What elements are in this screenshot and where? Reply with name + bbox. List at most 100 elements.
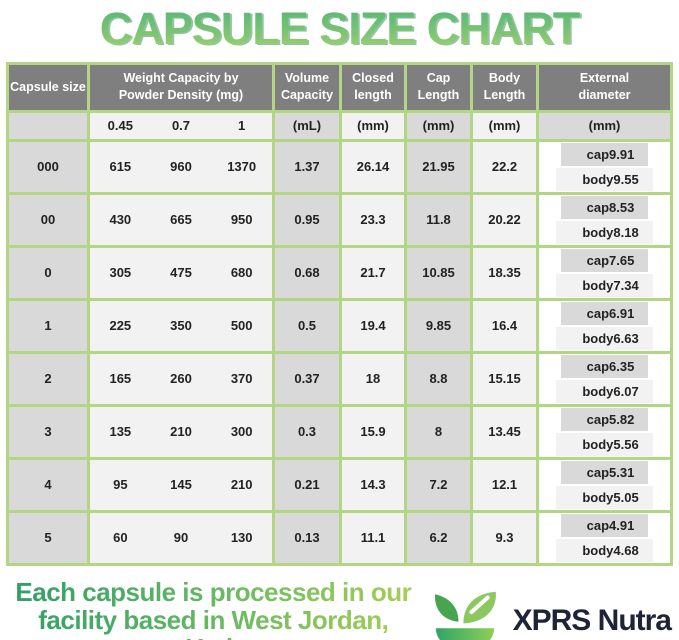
- table-row: 2 165 260 370 0.37 18 8.8 15.15 cap 6.35…: [9, 353, 670, 404]
- volume-value: 0.37: [275, 353, 339, 404]
- closed-length-value: 18: [342, 353, 404, 404]
- cap-label: cap: [586, 252, 610, 268]
- cap-label: cap: [586, 464, 610, 480]
- units-body: (mm): [473, 112, 536, 139]
- external-body-row: body 8.18: [556, 220, 653, 244]
- external-cap-value: 4.91: [609, 517, 635, 533]
- capsule-size-value: 000: [9, 141, 87, 192]
- header-weight-line1: Weight Capacity by: [123, 70, 239, 85]
- brand-logo-group: XPRS Nutra: [423, 591, 672, 640]
- bowl-icon: [435, 627, 494, 640]
- external-body-value: 5.56: [613, 436, 639, 452]
- weight-value: 210: [170, 424, 192, 440]
- external-diameter-cell: cap 5.82 body 5.56: [539, 406, 670, 457]
- header-external-diameter: External diameter: [539, 64, 670, 110]
- units-capsule-size-empty: [9, 112, 87, 139]
- density-value: 0.7: [171, 118, 191, 134]
- weight-value: 950: [230, 212, 253, 228]
- footer: Each capsule is processed in our facilit…: [0, 578, 679, 640]
- external-cap-value: 5.82: [609, 411, 635, 427]
- volume-value: 0.13: [275, 512, 339, 563]
- units-volume: (mL): [275, 112, 339, 139]
- external-body-value: 8.18: [613, 224, 639, 240]
- body-label: body: [582, 489, 614, 505]
- capsule-size-value: 5: [9, 512, 87, 563]
- closed-length-value: 23.3: [342, 194, 404, 245]
- weight-value: 1370: [227, 159, 257, 175]
- header-body-line1: Body: [488, 70, 521, 85]
- external-cap-row: cap 4.91: [560, 513, 649, 537]
- capsule-size-value: 3: [9, 406, 87, 457]
- weight-value: 475: [170, 265, 192, 281]
- body-label: body: [582, 436, 614, 452]
- weight-value: 680: [230, 265, 253, 281]
- body-label: body: [582, 224, 614, 240]
- weight-value: 500: [230, 318, 253, 334]
- header-body-length: Body Length: [473, 64, 536, 110]
- external-body-value: 7.34: [613, 277, 639, 293]
- weight-value: 615: [109, 159, 132, 175]
- external-body-value: 5.05: [613, 489, 639, 505]
- external-cap-row: cap 6.91: [560, 301, 649, 325]
- density-value: 1: [238, 118, 246, 134]
- cap-length-value: 21.95: [407, 141, 470, 192]
- weight-capacity-values: 615 960 1370: [90, 141, 272, 192]
- external-cap-row: cap 7.65: [560, 248, 649, 272]
- external-cap-value: 6.91: [609, 305, 635, 321]
- weight-capacity-values: 305 475 680: [90, 247, 272, 298]
- closed-length-value: 19.4: [342, 300, 404, 351]
- weight-value: 210: [230, 477, 253, 493]
- external-cap-row: cap 5.82: [560, 407, 649, 431]
- cap-length-value: 6.2: [407, 512, 470, 563]
- weight-capacity-values: 225 350 500: [90, 300, 272, 351]
- body-label: body: [582, 330, 614, 346]
- weight-value: 960: [170, 159, 192, 175]
- footer-note: Each capsule is processed in our facilit…: [8, 578, 419, 640]
- external-cap-value: 9.91: [609, 146, 635, 162]
- cap-length-value: 9.85: [407, 300, 470, 351]
- capsule-size-value: 2: [9, 353, 87, 404]
- body-length-value: 15.15: [473, 353, 536, 404]
- cap-length-value: 8: [407, 406, 470, 457]
- cap-label: cap: [586, 305, 610, 321]
- header-weight-capacity: Weight Capacity by Powder Density (mg): [90, 64, 272, 110]
- units-cap: (mm): [407, 112, 470, 139]
- weight-capacity-values: 135 210 300: [90, 406, 272, 457]
- header-external-line1: External: [579, 70, 630, 85]
- external-body-row: body 5.05: [556, 485, 653, 509]
- weight-value: 95: [113, 477, 128, 493]
- weight-value: 60: [113, 530, 128, 546]
- capsule-size-value: 1: [9, 300, 87, 351]
- weight-value: 145: [170, 477, 192, 493]
- leaf-icon: [434, 593, 459, 622]
- table-units-row: 0.45 0.7 1 (mL) (mm) (mm) (mm) (mm): [9, 112, 670, 139]
- header-external-line2: diameter: [578, 88, 631, 103]
- external-cap-value: 7.65: [609, 252, 635, 268]
- external-diameter-cell: cap 8.53 body 8.18: [539, 194, 670, 245]
- external-cap-row: cap 9.91: [560, 142, 649, 166]
- table-row: 0 305 475 680 0.68 21.7 10.85 18.35 cap …: [9, 247, 670, 298]
- header-capsule-size: Capsule size: [9, 64, 87, 110]
- weight-value: 300: [230, 424, 253, 440]
- external-diameter-cell: cap 5.31 body 5.05: [539, 459, 670, 510]
- external-cap-row: cap 6.35: [560, 354, 649, 378]
- header-volume-line2: Capacity: [280, 88, 334, 103]
- body-label: body: [582, 171, 614, 187]
- cap-label: cap: [586, 517, 610, 533]
- weight-value: 305: [109, 265, 132, 281]
- weight-capacity-values: 60 90 130: [90, 512, 272, 563]
- volume-value: 0.21: [275, 459, 339, 510]
- capsule-size-value: 0: [9, 247, 87, 298]
- header-weight-line2: Powder Density (mg): [118, 88, 244, 103]
- external-body-row: body 4.68: [556, 538, 653, 562]
- external-diameter-cell: cap 6.91 body 6.63: [539, 300, 670, 351]
- body-length-value: 13.45: [473, 406, 536, 457]
- volume-value: 0.3: [275, 406, 339, 457]
- body-label: body: [582, 277, 614, 293]
- capsule-size-value: 4: [9, 459, 87, 510]
- body-label: body: [582, 383, 614, 399]
- external-diameter-cell: cap 9.91 body 9.55: [539, 141, 670, 192]
- weight-value: 370: [230, 371, 253, 387]
- header-cap-line2: Length: [417, 88, 460, 103]
- cap-label: cap: [586, 199, 610, 215]
